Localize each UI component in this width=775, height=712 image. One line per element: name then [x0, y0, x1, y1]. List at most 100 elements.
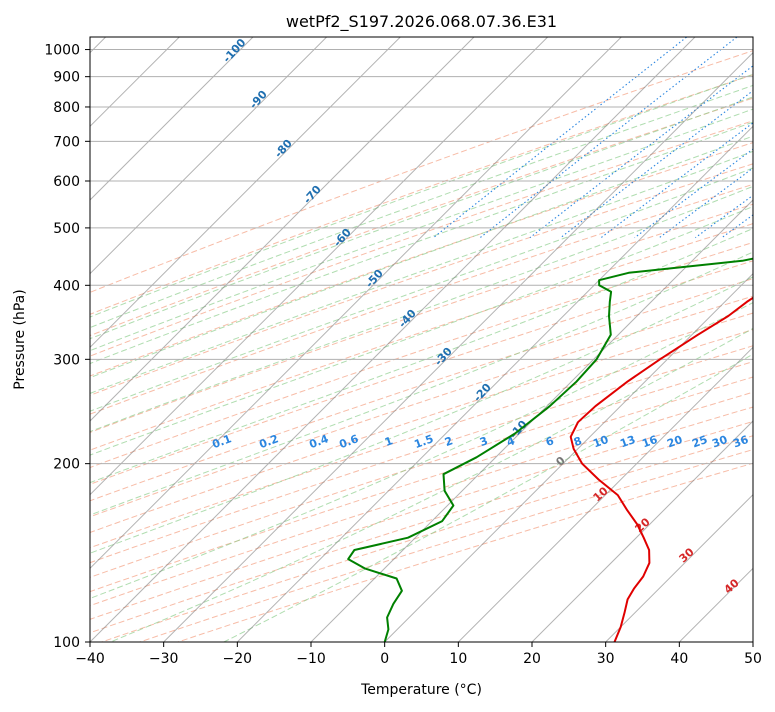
dry-adiabat-line — [90, 97, 753, 337]
isotherms — [90, 37, 753, 642]
x-tick-label: −20 — [223, 651, 253, 667]
x-axis-label: Temperature (°C) — [360, 682, 482, 698]
isotherm-line — [162, 51, 753, 642]
dewpoint-line — [347, 257, 753, 642]
x-tick-label: 20 — [523, 651, 541, 667]
x-tick-label: −40 — [75, 651, 105, 667]
x-tick-label: 10 — [449, 651, 467, 667]
moist-adiabat-line — [90, 108, 753, 352]
moist-adiabat-line — [90, 185, 753, 433]
dry-adiabats — [90, 50, 753, 642]
y-tick-label: 1000 — [44, 43, 80, 59]
x-tick-label: 40 — [670, 651, 688, 667]
profile-series — [347, 257, 753, 642]
moist-adiabat-line — [109, 327, 753, 642]
dry-adiabat-line — [90, 120, 753, 357]
mixing-ratio-label: 36 — [731, 433, 750, 451]
dry-adiabat-line — [90, 183, 753, 415]
y-tick-label: 700 — [53, 134, 80, 150]
y-tick-label: 600 — [53, 174, 80, 190]
moist-adiabat-line — [90, 150, 753, 394]
mixing-ratio-label: 0.6 — [337, 432, 360, 451]
y-axis-label: Pressure (hPa) — [12, 289, 28, 389]
dry-adiabat-line — [90, 241, 753, 469]
x-tick-label: 0 — [380, 651, 389, 667]
temperature-line — [569, 296, 753, 642]
dry-adiabat-line — [90, 260, 753, 485]
dry-adiabat-line — [90, 74, 753, 315]
isotherm-line — [90, 37, 402, 349]
mixing-ratio-lines — [433, 37, 753, 239]
dry-adiabat-line — [90, 420, 753, 634]
isotherm-line — [531, 420, 753, 642]
x-tick-label: 30 — [597, 651, 615, 667]
moist-adiabat-line — [90, 73, 753, 318]
mixing-ratio-label: 2 — [443, 434, 455, 449]
dry-adiabat-line — [90, 203, 753, 433]
dry-adiabat-line — [90, 312, 753, 534]
moist-adiabat-line — [90, 121, 753, 365]
y-tick-label: 400 — [53, 278, 80, 294]
dry-adiabat-line — [176, 462, 753, 642]
isotherm-line — [90, 37, 254, 201]
x-axis-ticks: −40 −30 −20 −10 0 10 20 30 40 50 — [75, 642, 762, 667]
isotherm-line — [457, 346, 753, 642]
y-tick-label: 500 — [53, 221, 80, 237]
mixing-ratio-line — [529, 65, 753, 239]
isotherm-line — [236, 125, 753, 642]
dry-adiabat-line — [90, 142, 753, 377]
dry-adiabat-line — [90, 361, 753, 578]
y-tick-label: 300 — [53, 352, 80, 368]
chart-title: wetPf2_S197.2026.068.07.36.E31 — [286, 12, 557, 32]
isotherm-line — [90, 37, 549, 496]
y-tick-label: 200 — [53, 457, 80, 473]
mixing-ratio-line — [560, 89, 753, 239]
isotherm-line — [90, 37, 696, 642]
mixing-ratio-label: 0.1 — [210, 432, 233, 451]
isotherm-line — [90, 37, 328, 275]
mixing-ratio-line — [600, 122, 753, 239]
isotherm-line — [90, 37, 623, 570]
mixing-ratio-label: 25 — [690, 433, 709, 450]
mixing-ratio-label: 16 — [640, 433, 659, 451]
mixing-ratio-label: 20 — [665, 433, 684, 451]
moist-adiabat-line — [222, 353, 753, 642]
x-tick-label: −30 — [149, 651, 179, 667]
mixing-ratio-line — [658, 167, 753, 239]
y-tick-label: 100 — [53, 635, 80, 651]
isotherm-line — [310, 199, 753, 642]
moist-adiabat-line — [90, 135, 753, 379]
mixing-ratio-label: 1.5 — [412, 432, 435, 451]
y-tick-label: 900 — [53, 70, 80, 86]
mixing-ratio-label: 0.2 — [257, 432, 280, 451]
isotherm-line — [90, 37, 475, 422]
moist-adiabats — [90, 73, 753, 642]
mixing-ratio-label: 10 — [591, 433, 610, 451]
mixing-ratio-label: 13 — [618, 433, 637, 450]
plot-frame — [89, 36, 754, 643]
isotherm-line — [604, 493, 753, 642]
mixing-ratio-label: 0.4 — [307, 432, 330, 451]
moist-adiabat-line — [90, 251, 753, 516]
pressure-gridlines — [90, 49, 753, 642]
mixing-ratio-label: 1 — [383, 434, 395, 449]
x-tick-label: −10 — [296, 651, 326, 667]
mixing-ratio-label: 3 — [478, 434, 490, 449]
dry-adiabat-line — [90, 50, 753, 293]
moist-adiabat-line — [90, 276, 753, 554]
mixing-ratio-label: 30 — [710, 433, 729, 451]
mixing-ratio-labels: 0.1 0.2 0.4 0.6 1 1.5 2 3 4 6 8 10 13 16 20 25 30 36 — [210, 432, 750, 451]
moist-adiabat-line — [90, 84, 753, 329]
y-axis-ticks: 100 200 300 400 500 600 700 800 900 1000 — [44, 43, 90, 651]
dry-adiabat-line — [90, 295, 753, 518]
x-tick-label: 50 — [744, 651, 762, 667]
mixing-ratio-label: 6 — [544, 434, 556, 449]
y-tick-label: 800 — [53, 100, 80, 116]
mixing-ratio-line — [479, 37, 738, 239]
dry-adiabat-line — [138, 449, 753, 642]
mixing-ratio-label: 4 — [505, 434, 517, 449]
mixing-ratio-label: 8 — [572, 434, 584, 449]
